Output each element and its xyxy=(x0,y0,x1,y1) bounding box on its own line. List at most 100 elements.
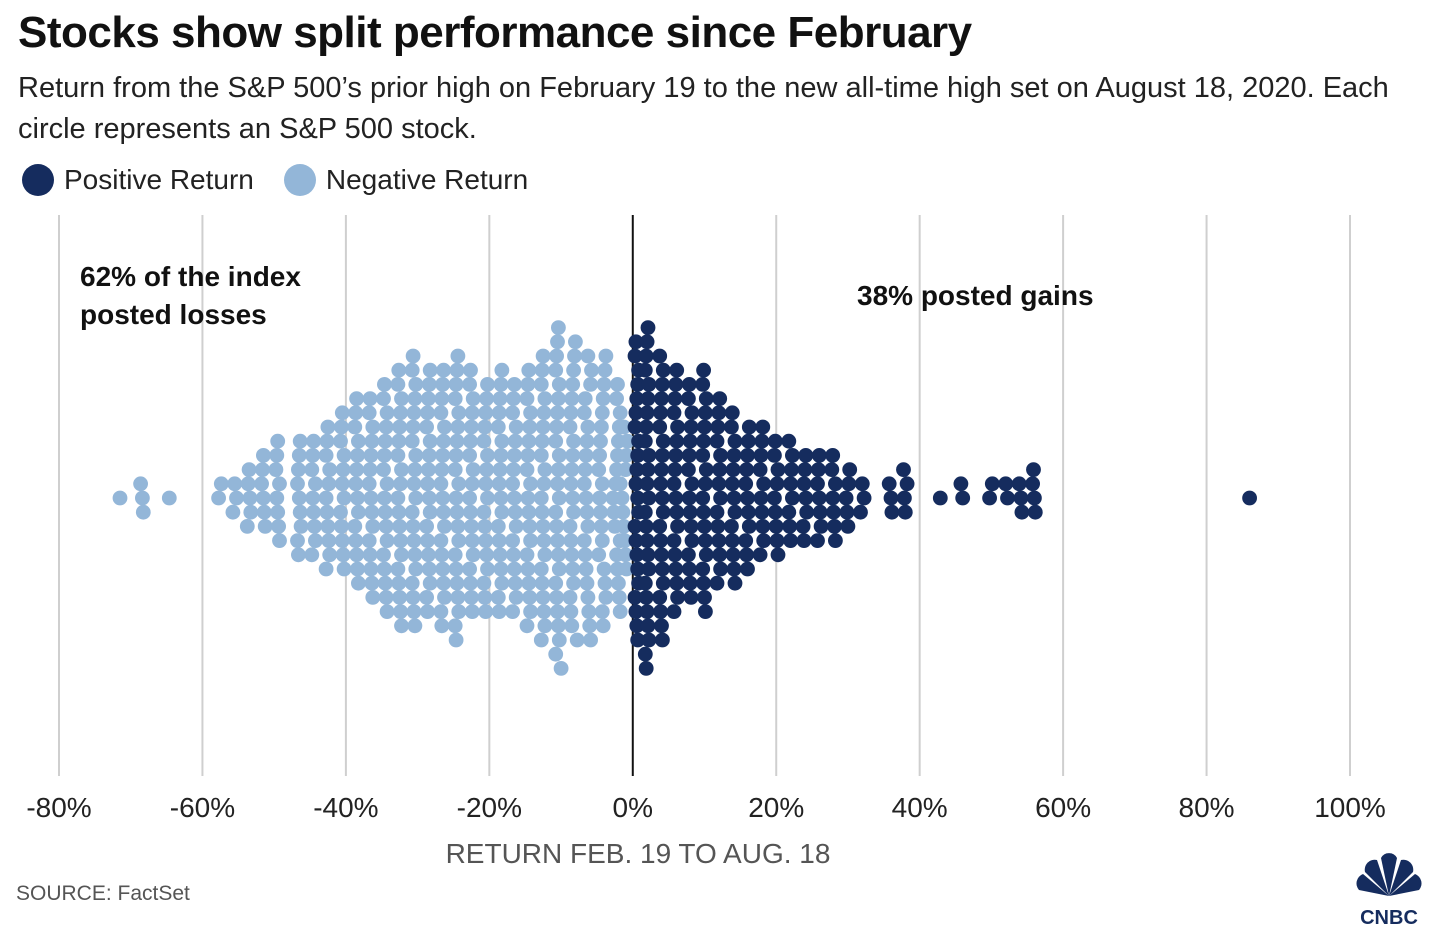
stock-dot xyxy=(639,604,655,619)
stock-dot xyxy=(433,405,449,421)
stock-dot xyxy=(377,433,393,449)
stock-dot xyxy=(563,476,579,492)
stock-dot xyxy=(655,575,671,591)
stock-dot xyxy=(1000,490,1015,506)
x-tick-label: -80% xyxy=(26,792,91,823)
stock-dot xyxy=(508,419,524,435)
stock-dot xyxy=(451,476,467,492)
stock-dot xyxy=(576,533,592,548)
stock-dot xyxy=(291,462,306,477)
stock-dot xyxy=(521,362,537,378)
stock-dot xyxy=(550,604,565,619)
stock-dot xyxy=(391,433,407,449)
stock-dot xyxy=(619,448,634,463)
stock-dot xyxy=(630,448,646,463)
stock-dot xyxy=(698,405,713,421)
legend-label-negative: Negative Return xyxy=(325,164,529,195)
stock-dot xyxy=(254,476,269,492)
stock-dot xyxy=(579,504,595,520)
stock-dot xyxy=(639,533,655,548)
stock-dot xyxy=(533,490,549,506)
stock-dot xyxy=(291,547,306,563)
stock-dot xyxy=(709,575,725,591)
stock-dot xyxy=(580,419,596,435)
stock-dot xyxy=(596,377,612,392)
stock-dot xyxy=(135,504,151,520)
stock-dot xyxy=(391,362,407,378)
stock-dot xyxy=(362,462,378,477)
stock-dot xyxy=(797,462,813,477)
stock-dot xyxy=(521,433,537,449)
stock-dot xyxy=(492,462,508,477)
stock-dot xyxy=(334,419,349,435)
stock-dot xyxy=(421,448,437,463)
stock-dot xyxy=(629,391,645,406)
stock-dot xyxy=(508,519,524,534)
stock-dot xyxy=(695,448,711,463)
stock-dot xyxy=(698,391,714,406)
stock-dot xyxy=(711,476,727,492)
stock-dot xyxy=(953,476,969,492)
stock-dot xyxy=(696,433,711,449)
stock-dot xyxy=(549,348,564,364)
stock-dot xyxy=(491,533,507,548)
stock-dot xyxy=(533,561,549,577)
stock-dot xyxy=(334,405,350,421)
stock-dot xyxy=(683,590,699,605)
stock-dot xyxy=(436,504,451,520)
stock-dot xyxy=(161,490,177,506)
stock-dot xyxy=(669,433,685,449)
stock-dot xyxy=(379,476,395,492)
stock-dot xyxy=(617,533,633,548)
stock-dot xyxy=(420,533,435,548)
stock-dot xyxy=(630,490,646,506)
stock-dot xyxy=(842,462,858,477)
stock-dot xyxy=(476,575,492,591)
stock-dot xyxy=(667,462,683,477)
stock-dot xyxy=(534,362,550,378)
legend-item-negative: Negative Return xyxy=(283,164,529,196)
stock-dot xyxy=(551,320,566,335)
stock-dot xyxy=(239,519,255,534)
stock-dot xyxy=(1014,504,1030,520)
stock-dot xyxy=(654,547,669,563)
stock-dot xyxy=(533,448,549,463)
stock-dot xyxy=(667,547,683,563)
stock-dot xyxy=(565,448,581,463)
stock-dot xyxy=(854,476,870,492)
stock-dot xyxy=(519,462,535,477)
stock-dot xyxy=(213,476,229,492)
stock-dot xyxy=(404,362,420,378)
stock-dot xyxy=(306,433,321,449)
stock-dot xyxy=(291,448,307,463)
stock-dot xyxy=(654,462,669,477)
stock-dot xyxy=(390,490,406,506)
stock-dot xyxy=(583,632,598,648)
stock-dot xyxy=(377,490,392,506)
stock-dot xyxy=(641,448,657,463)
stock-dot xyxy=(335,462,351,477)
stock-dot xyxy=(754,433,770,449)
stock-dot xyxy=(597,362,613,378)
stock-dot xyxy=(494,433,510,449)
stock-dot xyxy=(785,448,800,463)
stock-dot xyxy=(551,448,567,463)
stock-dot xyxy=(1027,490,1042,506)
stock-dot xyxy=(653,405,668,421)
stock-dot xyxy=(828,533,843,548)
stock-dot xyxy=(321,476,337,492)
stock-dot xyxy=(434,391,450,406)
stock-dot xyxy=(519,547,535,563)
stock-dot xyxy=(615,504,631,520)
stock-dot xyxy=(465,391,481,406)
stock-dot xyxy=(770,462,786,477)
stock-dot xyxy=(612,476,628,492)
stock-dot xyxy=(638,590,654,605)
stock-dot xyxy=(494,575,510,591)
stock-dot xyxy=(394,462,409,477)
stock-dot xyxy=(392,519,408,534)
stock-dot xyxy=(753,490,769,506)
stock-dot xyxy=(462,561,477,577)
stock-dot xyxy=(741,433,756,449)
stock-dot xyxy=(594,604,610,619)
